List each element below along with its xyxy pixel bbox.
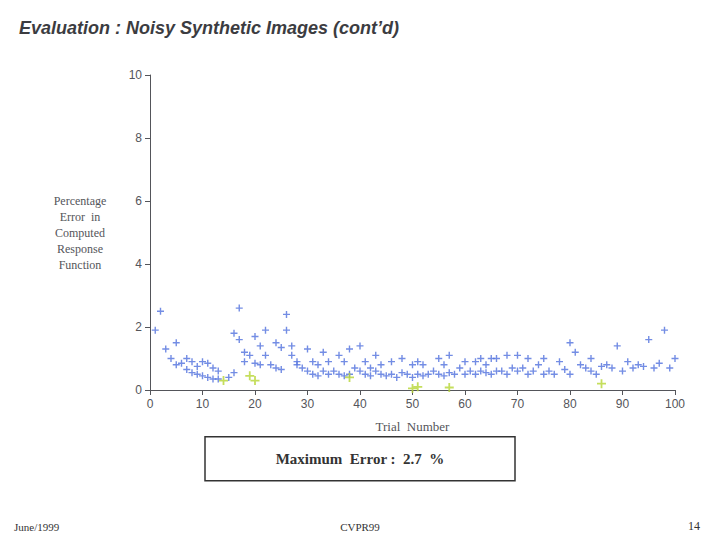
svg-text:14: 14 <box>688 519 700 533</box>
svg-text:Computed: Computed <box>55 226 105 240</box>
svg-text:90: 90 <box>616 397 630 411</box>
svg-text:80: 80 <box>563 397 577 411</box>
svg-text:Response: Response <box>57 242 103 256</box>
svg-text:June/1999: June/1999 <box>14 521 60 533</box>
svg-text:CVPR99: CVPR99 <box>340 521 380 533</box>
svg-text:0: 0 <box>147 397 154 411</box>
svg-text:60: 60 <box>458 397 472 411</box>
svg-text:10: 10 <box>129 68 143 82</box>
svg-text:40: 40 <box>353 397 367 411</box>
svg-text:Percentage: Percentage <box>54 194 107 208</box>
svg-text:Trial Number: Trial Number <box>376 419 451 434</box>
svg-text:4: 4 <box>135 257 142 271</box>
svg-text:70: 70 <box>511 397 525 411</box>
svg-text:30: 30 <box>301 397 315 411</box>
svg-text:20: 20 <box>248 397 262 411</box>
svg-text:6: 6 <box>135 194 142 208</box>
svg-text:100: 100 <box>665 397 685 411</box>
svg-text:2: 2 <box>135 320 142 334</box>
svg-text:10: 10 <box>196 397 210 411</box>
svg-text:Maximum Error : 2.7 %: Maximum Error : 2.7 % <box>276 451 445 467</box>
svg-text:Function: Function <box>59 258 102 272</box>
svg-text:0: 0 <box>135 383 142 397</box>
svg-text:50: 50 <box>406 397 420 411</box>
svg-text:8: 8 <box>135 131 142 145</box>
svg-text:Evaluation : Noisy Synthetic I: Evaluation : Noisy Synthetic Images (con… <box>19 18 399 38</box>
svg-text:Error in: Error in <box>60 210 101 224</box>
